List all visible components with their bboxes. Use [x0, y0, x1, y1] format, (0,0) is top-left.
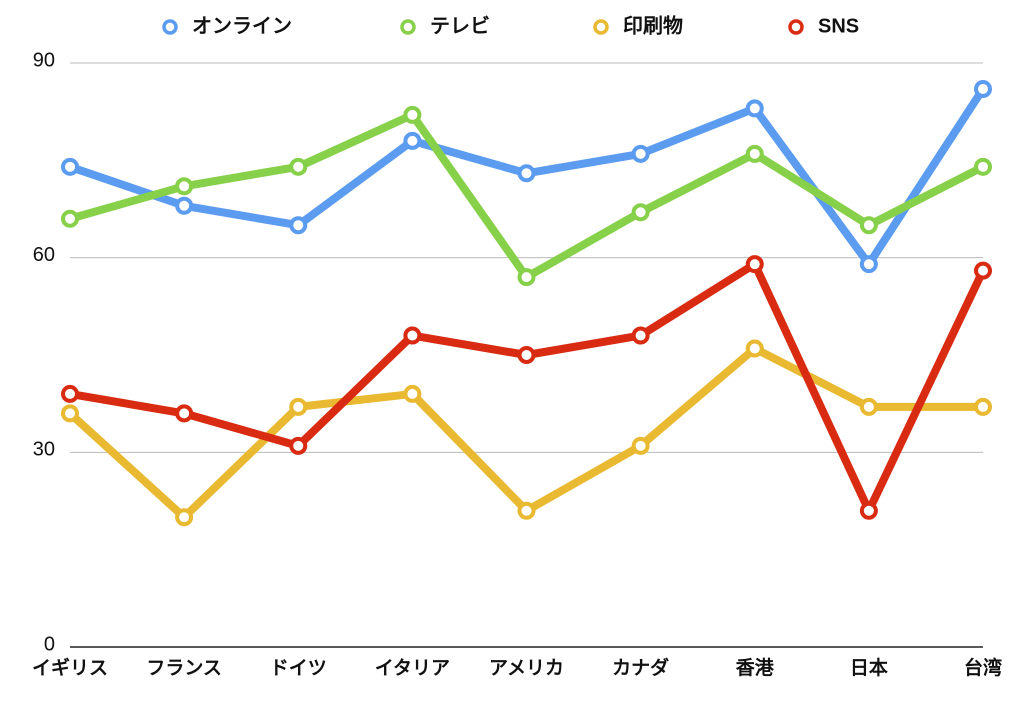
x-tick-label: 日本: [850, 656, 888, 679]
point: [974, 261, 992, 280]
series: [61, 79, 992, 274]
point: [175, 177, 194, 196]
x-tick-label: 香港: [735, 657, 775, 679]
y-tick-label: 90: [33, 49, 55, 71]
legend-label: 印刷物: [623, 13, 683, 37]
point: [289, 157, 308, 176]
legend-marker: [400, 19, 416, 35]
point: [745, 144, 764, 163]
point: [859, 255, 878, 274]
point: [403, 384, 422, 403]
point: [745, 255, 764, 274]
series-line: [66, 344, 987, 522]
x-tick-label: 台湾: [964, 656, 1002, 679]
point: [974, 397, 992, 416]
x-tick-label: アメリカ: [489, 657, 564, 679]
point: [61, 209, 79, 228]
point: [517, 501, 536, 520]
y-tick-label: 30: [33, 439, 55, 461]
point: [517, 164, 536, 183]
y-tick-label: 0: [44, 633, 55, 655]
legend-marker: [162, 19, 178, 35]
point: [61, 384, 79, 403]
point: [974, 79, 992, 98]
legend-label: オンライン: [192, 15, 292, 37]
point: [631, 436, 650, 455]
x-tick-label: フランス: [146, 658, 222, 679]
point: [175, 508, 194, 527]
x-tick-label: イタリア: [375, 657, 450, 679]
point: [289, 216, 308, 235]
series: [61, 105, 992, 287]
y-tick-label: 60: [33, 244, 55, 266]
x-tick-label: イギリス: [32, 657, 108, 679]
point: [289, 397, 308, 416]
legend-marker: [788, 19, 804, 35]
point: [745, 99, 764, 118]
point: [61, 157, 79, 176]
point: [289, 436, 308, 455]
point: [403, 131, 422, 150]
x-tick-label: カナダ: [612, 656, 669, 679]
point: [403, 105, 422, 124]
point: [745, 339, 764, 358]
x-tick-label: ドイツ: [270, 658, 327, 679]
point: [517, 346, 536, 364]
legend-marker: [593, 19, 609, 35]
legend-label: SNS: [818, 15, 859, 37]
point: [175, 196, 194, 215]
series-line: [66, 260, 987, 515]
point: [631, 203, 650, 222]
series-line: [66, 110, 987, 282]
legend-label: テレビ: [430, 14, 490, 37]
point: [631, 326, 650, 345]
point: [859, 501, 878, 520]
point: [403, 326, 422, 345]
series: [61, 255, 992, 520]
point: [631, 144, 650, 163]
point: [859, 397, 878, 416]
series: [61, 339, 992, 527]
point: [175, 404, 194, 423]
point: [61, 404, 79, 423]
point: [974, 157, 992, 176]
point: [517, 268, 536, 287]
point: [859, 216, 878, 235]
